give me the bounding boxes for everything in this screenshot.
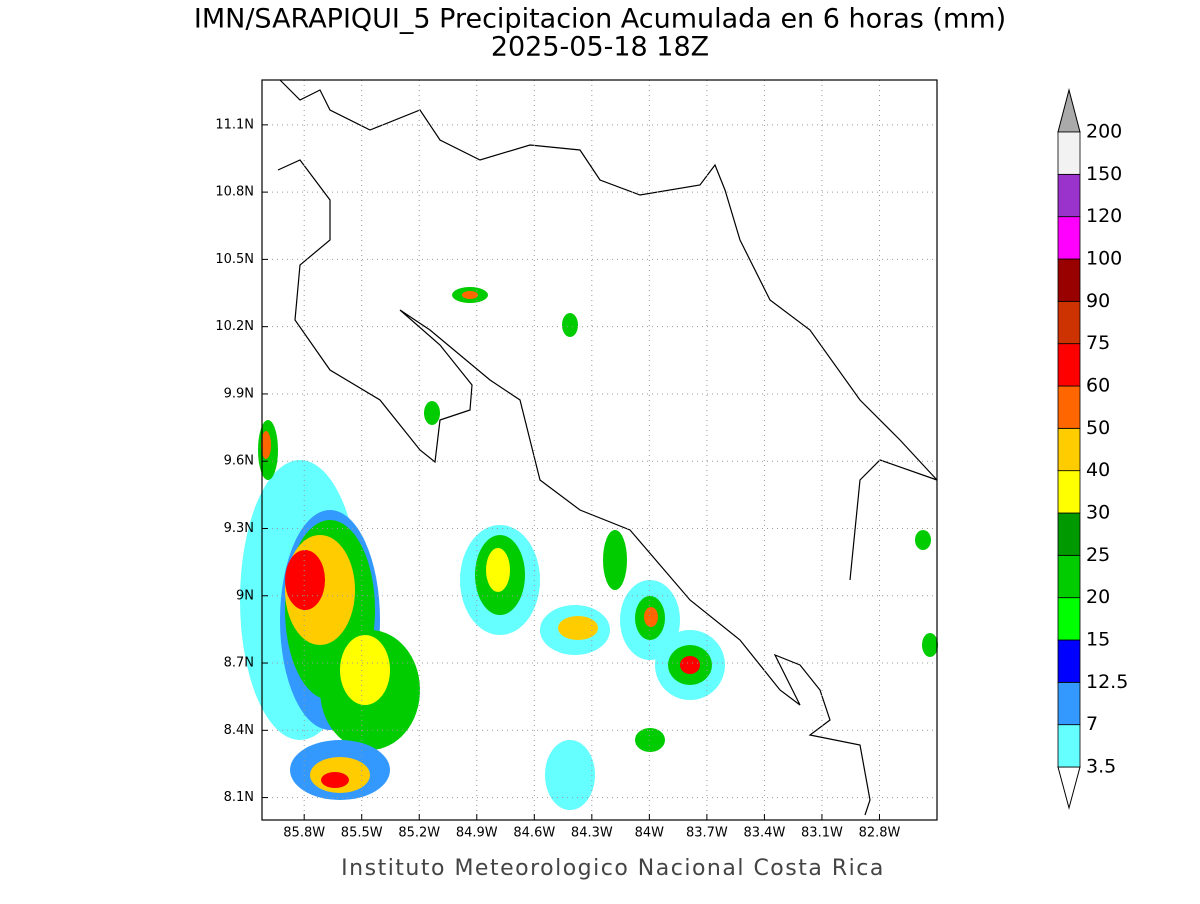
x-tick-label: 84.3W <box>571 826 613 841</box>
grid: 85.8W 85.5W 85.2W 84.9W 84.6W 84.3W 84W 83.7W 83… <box>215 80 937 841</box>
title: IMN/SARAPIQUI_5 Precipitacion Acumulada … <box>194 4 1006 35</box>
y-tick-label: 9.6N <box>224 454 254 469</box>
colorbar-label: 200 <box>1086 121 1122 143</box>
colorbar-bin <box>1057 427 1081 472</box>
colorbar-label: 7 <box>1086 713 1098 735</box>
colorbar-label: 12.5 <box>1086 671 1128 693</box>
precipitation-field <box>240 287 938 810</box>
x-tick-label: 84.6W <box>513 826 555 841</box>
colorbar-label: 30 <box>1086 502 1110 524</box>
y-tick-label: 8.7N <box>224 656 254 671</box>
colorbar-bin <box>1057 554 1081 599</box>
footer: Instituto Meteorologico Nacional Costa R… <box>341 856 885 881</box>
colorbar-under <box>1057 766 1081 810</box>
x-tick-label: 85.8W <box>283 826 325 841</box>
coastline <box>277 79 938 816</box>
colorbar-label: 50 <box>1086 417 1110 439</box>
colorbar-label: 15 <box>1086 629 1110 651</box>
x-tick-label: 83.4W <box>744 826 786 841</box>
y-tick-label: 9N <box>236 588 254 603</box>
y-tick-label: 10.5N <box>215 252 254 267</box>
x-tick-label: 85.2W <box>398 826 440 841</box>
colorbar-label: 40 <box>1086 459 1110 481</box>
y-tick-label: 9.9N <box>224 386 254 401</box>
colorbar-bin <box>1057 216 1081 260</box>
colorbar-label: 3.5 <box>1086 756 1116 778</box>
colorbar-bin <box>1057 597 1081 641</box>
x-tick-label: 85.5W <box>341 826 383 841</box>
colorbar-label: 75 <box>1086 332 1110 354</box>
colorbar-bin <box>1057 343 1081 387</box>
colorbar-bin <box>1057 470 1081 514</box>
y-tick-label: 10.2N <box>215 319 254 334</box>
colorbar: 3.5 7 12.5 15 20 25 30 40 50 60 75 90 100 120 150 200 <box>1057 88 1128 810</box>
colorbar-bin <box>1057 724 1081 768</box>
x-tick-label: 82.8W <box>859 826 901 841</box>
x-tick-label: 83.7W <box>686 826 728 841</box>
colorbar-label: 150 <box>1086 163 1122 185</box>
colorbar-bin <box>1057 639 1081 683</box>
x-tick-label: 84.9W <box>456 826 498 841</box>
colorbar-label: 100 <box>1086 248 1122 270</box>
y-tick-label: 8.1N <box>224 790 254 805</box>
y-tick-label: 10.8N <box>215 185 254 200</box>
colorbar-over <box>1057 88 1081 133</box>
colorbar-label: 60 <box>1086 375 1110 397</box>
colorbar-bin <box>1057 385 1081 429</box>
colorbar-bin <box>1057 258 1081 302</box>
colorbar-label: 25 <box>1086 544 1110 566</box>
subtitle: 2025-05-18 18Z <box>491 32 709 63</box>
colorbar-label: 90 <box>1086 290 1110 312</box>
y-tick-label: 9.3N <box>224 521 254 536</box>
colorbar-label: 120 <box>1086 205 1122 227</box>
y-tick-label: 8.4N <box>224 723 254 738</box>
colorbar-bin <box>1057 512 1081 556</box>
map-frame <box>261 79 938 821</box>
colorbar-bin <box>1057 173 1081 218</box>
x-tick-label: 84W <box>635 826 665 841</box>
colorbar-bin <box>1057 300 1081 345</box>
colorbar-bin <box>1057 681 1081 726</box>
y-tick-label: 11.1N <box>215 117 254 132</box>
colorbar-label: 20 <box>1086 586 1110 608</box>
x-tick-label: 83.1W <box>801 826 843 841</box>
colorbar-bin <box>1057 131 1081 175</box>
